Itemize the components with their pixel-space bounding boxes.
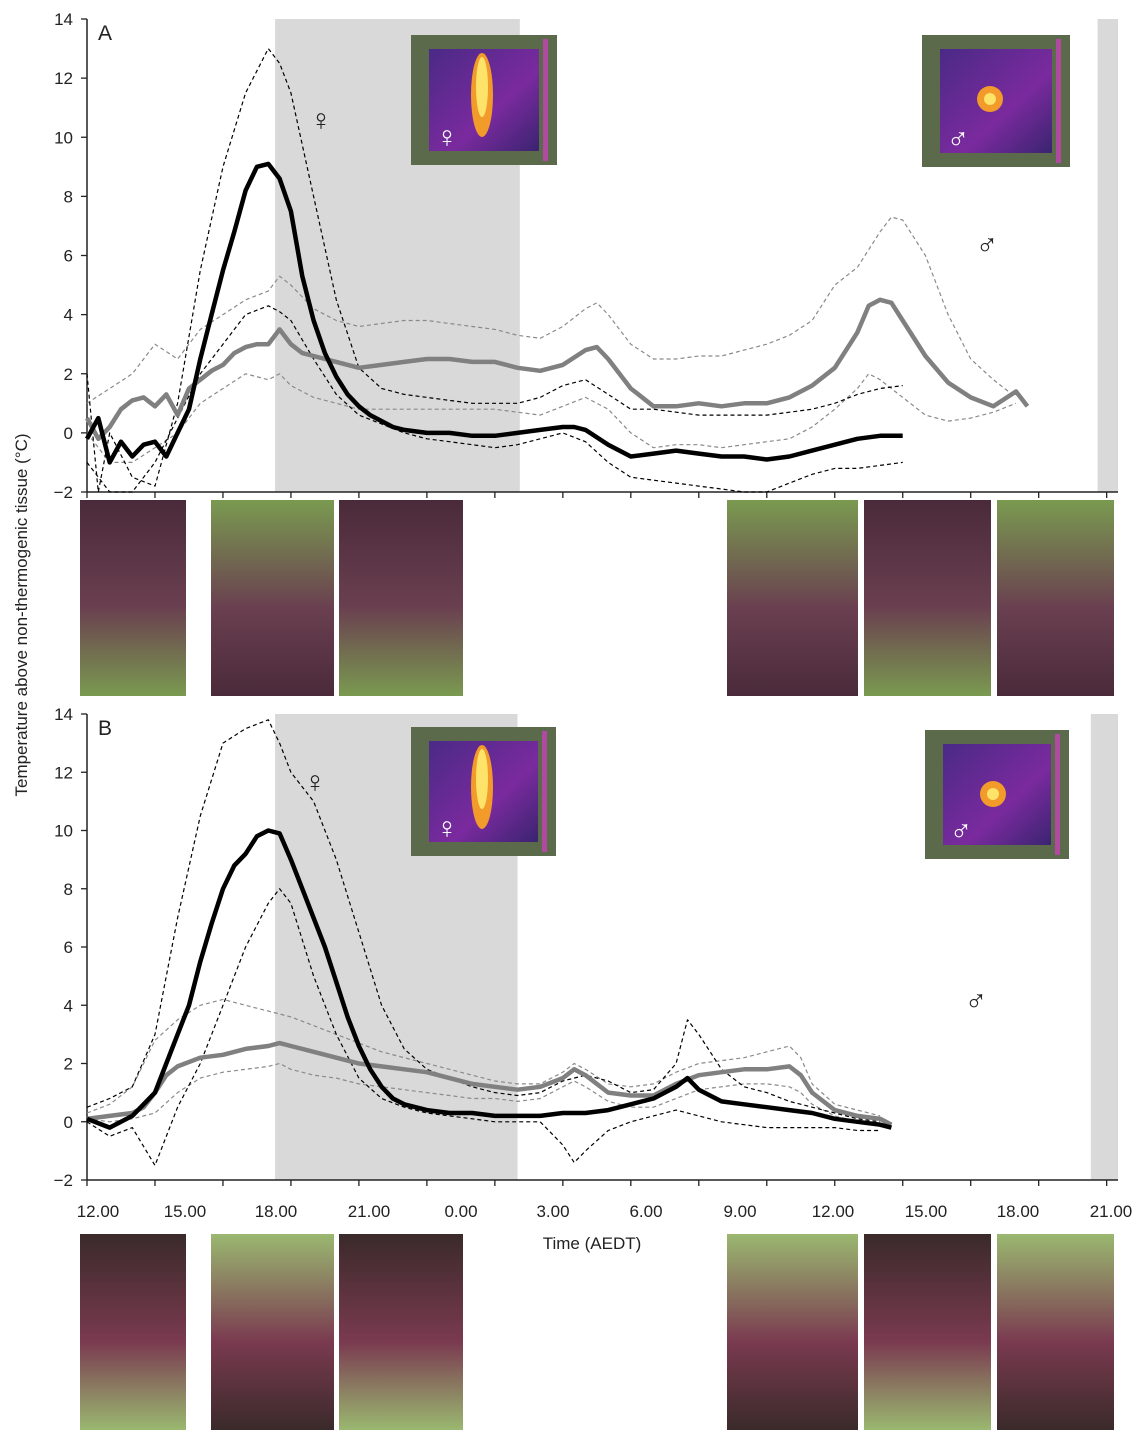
female-symbol: ♀ [304,766,327,799]
x-tick-label: 9.00 [723,1202,756,1221]
x-tick-label: 18.00 [997,1202,1040,1221]
male-symbol: ♂ [947,123,970,156]
x-tick-label: 18.00 [255,1202,298,1221]
thermal-hotspot-core [476,749,488,809]
x-tick-label: 21.00 [1090,1202,1133,1221]
panel-letter: A [98,22,112,45]
thermal-hotspot-core [476,57,488,117]
thermal-hotspot-core [987,788,999,800]
y-tick-label: 8 [64,187,73,206]
x-tick-label: 12.00 [77,1202,120,1221]
y-tick-label: 12 [54,763,73,782]
x-tick-label: 12.00 [812,1202,855,1221]
thermal-hotspot-core [984,93,996,105]
y-tick-label: 10 [54,822,73,841]
plant-photo [211,1234,334,1430]
plant-photo [339,500,463,696]
y-tick-label: 6 [64,938,73,957]
y-tick-label: 4 [64,996,73,1015]
series-line-dashed-gray [86,373,1017,463]
y-axis-title: Temperature above non-thermogenic tissue… [12,433,31,796]
male-symbol: ♂ [965,985,988,1018]
x-tick-label: 15.00 [905,1202,948,1221]
plant-photo [80,500,186,696]
x-tick-label: 0.00 [444,1202,477,1221]
y-tick-label: −2 [54,1171,73,1190]
x-tick-label: 21.00 [348,1202,391,1221]
thermal-colour-scale [1055,734,1060,855]
x-tick-label: 6.00 [629,1202,662,1221]
plant-photo [727,1234,858,1430]
plant-photo [864,1234,991,1430]
series-line-solid-black [85,161,903,465]
panel-b: −2 0 2 4 6 8 10 12 14 12.00 15.00 18.00 21.00 0.00 3.0… [54,705,1133,1430]
y-tick-label: 14 [54,705,73,724]
female-symbol: ♀ [310,104,333,137]
x-tick-label: 15.00 [164,1202,207,1221]
plant-photo [997,1234,1114,1430]
female-symbol: ♀ [436,812,459,845]
y-tick-label: 2 [64,1055,73,1074]
series-line-dashed-black [86,719,881,1123]
thermal-colour-scale [1056,39,1061,163]
series-line-solid-gray [85,297,1030,442]
x-tick-label: 3.00 [536,1202,569,1221]
y-tick-label: 0 [64,1113,73,1132]
y-tick-label: 0 [64,424,73,443]
panel-letter: B [98,717,112,740]
series-line-dashed-black [86,48,903,493]
y-tick-label: 14 [54,10,73,29]
y-tick-label: 10 [54,128,73,147]
plant-photo [727,500,858,696]
y-tick-label: 2 [64,365,73,384]
y-tick-label: 12 [54,69,73,88]
series-line-dashed-gray [86,998,881,1117]
plant-photo [864,500,991,696]
y-tick-label: 8 [64,880,73,899]
plant-photo [997,500,1114,696]
night-shading [1090,714,1118,1180]
series-line-solid-black [86,828,892,1130]
plant-photo [80,1234,186,1430]
panel-a: −2 0 2 4 6 8 10 12 14 A ♀ ♂ ♀ ♂ [54,10,1118,696]
series-line-dashed-gray [86,1062,881,1126]
y-tick-label: 6 [64,247,73,266]
series-line-solid-gray [86,1040,893,1127]
series-line-dashed-gray [86,216,1017,404]
y-tick-label: −2 [54,483,73,502]
male-symbol: ♂ [976,229,999,262]
male-symbol: ♂ [950,815,973,848]
female-symbol: ♀ [436,121,459,154]
thermal-colour-scale [543,39,548,161]
series-line-dashed-black [86,305,903,493]
y-tick-label: 4 [64,306,73,325]
night-shading [1097,19,1118,492]
plant-photo [339,1234,463,1430]
x-axis-title: Time (AEDT) [543,1234,642,1253]
plant-photo [211,500,334,696]
thermal-colour-scale [542,731,547,852]
